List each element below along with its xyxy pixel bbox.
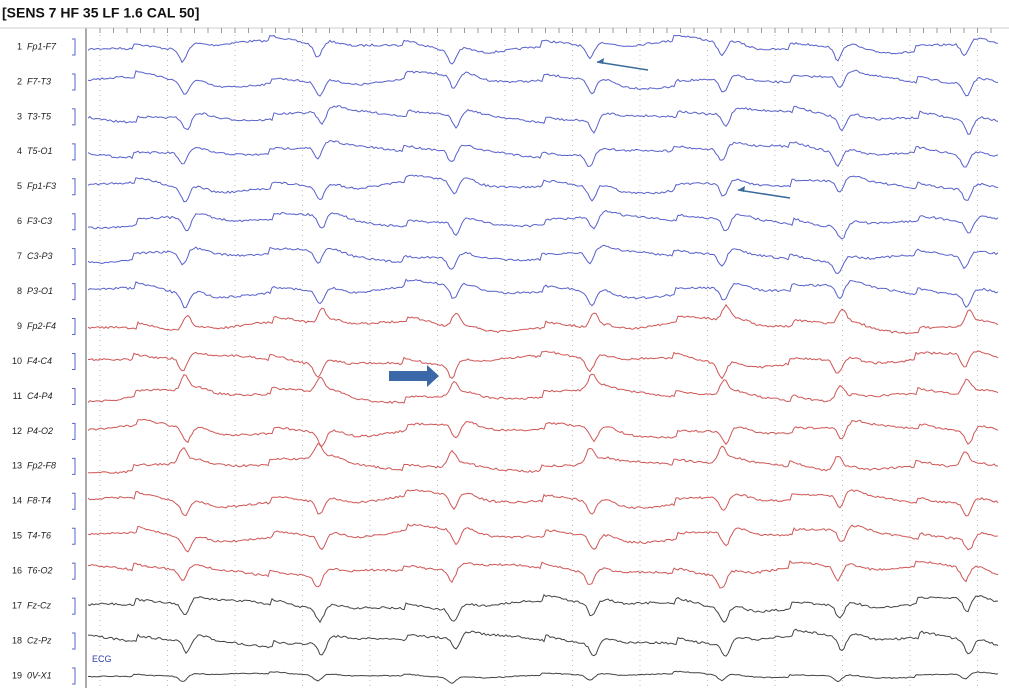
channel-number: 11 <box>13 391 22 401</box>
eeg-trace <box>87 303 999 335</box>
channel-number: 5 <box>17 181 22 191</box>
eeg-trace <box>87 593 999 624</box>
channel-number: 1 <box>17 41 22 51</box>
eeg-trace <box>87 69 999 97</box>
eeg-trace <box>87 670 999 684</box>
channel-label: T6-O2 <box>27 566 53 576</box>
channel-label: 0V-X1 <box>27 670 52 680</box>
channel-number: 14 <box>12 496 22 506</box>
channel-bracket <box>72 387 76 405</box>
eeg-trace <box>87 560 999 589</box>
channel-label: T3-T5 <box>27 111 52 121</box>
channel-label: F7-T3 <box>27 76 51 86</box>
traces <box>87 34 999 684</box>
channel-bracket <box>72 597 76 615</box>
channel-label: Fp1-F3 <box>27 181 56 191</box>
channel-label: Fp2-F4 <box>27 321 56 331</box>
channel-label: P4-O2 <box>27 426 53 436</box>
channel-label: F3-C3 <box>27 216 52 226</box>
time-grid <box>99 28 992 688</box>
channel-labels: 1 Fp1-F72 F7-T33 T3-T54 T5-O15 Fp1-F36 F3-C37 C… <box>12 38 76 685</box>
channel-bracket <box>72 457 76 475</box>
eeg-trace <box>87 244 999 274</box>
eeg-trace <box>87 209 999 240</box>
channel-number: 13 <box>12 461 22 471</box>
channel-bracket <box>72 213 76 231</box>
eeg-trace <box>87 442 999 475</box>
channel-number: 4 <box>17 146 22 156</box>
channel-bracket <box>72 318 76 336</box>
channel-label: Fp2-F8 <box>27 461 56 471</box>
arrow-head <box>597 58 604 64</box>
eeg-trace <box>87 418 999 447</box>
channel-bracket <box>72 143 76 161</box>
arrow <box>596 61 649 71</box>
channel-number: 8 <box>17 286 22 296</box>
eeg-trace <box>87 105 999 135</box>
channel-label: C3-P3 <box>27 251 53 261</box>
channel-bracket <box>72 108 76 126</box>
channel-label: T5-O1 <box>27 146 53 156</box>
eeg-trace <box>87 174 999 203</box>
channel-number: 10 <box>12 356 22 366</box>
channel-bracket <box>72 527 76 545</box>
channel-number: 6 <box>17 216 22 226</box>
channel-number: 3 <box>17 111 22 121</box>
channel-bracket <box>72 492 76 510</box>
channel-number: 2 <box>17 76 22 86</box>
annotations <box>389 58 791 387</box>
channel-label: F4-C4 <box>27 356 52 366</box>
block-arrow <box>389 365 439 387</box>
eeg-trace <box>87 278 999 309</box>
channel-label: Fp1-F7 <box>27 41 57 51</box>
channel-number: 18 <box>12 635 22 645</box>
eeg-trace <box>87 139 999 168</box>
channel-number: 19 <box>12 670 22 680</box>
channel-bracket <box>72 632 76 650</box>
channel-label: Fz-Cz <box>27 600 51 610</box>
eeg-trace <box>87 34 999 65</box>
channel-label: Cz-Pz <box>27 635 52 645</box>
channel-bracket <box>72 667 76 685</box>
channel-bracket <box>72 73 76 91</box>
eeg-trace <box>87 628 999 657</box>
channel-label: T4-T6 <box>27 531 51 541</box>
channel-bracket <box>72 38 76 56</box>
channel-bracket <box>72 248 76 266</box>
channel-number: 16 <box>12 566 22 576</box>
eeg-trace <box>87 489 999 517</box>
arrow-head <box>738 186 745 192</box>
eeg-trace <box>87 523 999 553</box>
eeg-trace <box>87 373 999 404</box>
channel-bracket <box>72 562 76 580</box>
channel-label: C4-P4 <box>27 391 53 401</box>
channel-bracket <box>72 353 76 370</box>
channel-number: 15 <box>12 531 22 541</box>
eeg-trace <box>88 350 999 380</box>
ecg-label: ECG <box>92 654 112 664</box>
channel-bracket <box>72 283 76 301</box>
channel-number: 9 <box>17 321 22 331</box>
channel-number: 12 <box>12 426 22 436</box>
channel-label: F8-T4 <box>27 496 51 506</box>
settings-header: [SENS 7 HF 35 LF 1.6 CAL 50] <box>2 5 199 21</box>
arrow <box>737 189 791 199</box>
channel-label: P3-O1 <box>27 286 53 296</box>
channel-number: 17 <box>12 600 22 610</box>
channel-bracket <box>72 422 76 440</box>
channel-number: 7 <box>17 251 22 261</box>
channel-bracket <box>72 178 76 196</box>
